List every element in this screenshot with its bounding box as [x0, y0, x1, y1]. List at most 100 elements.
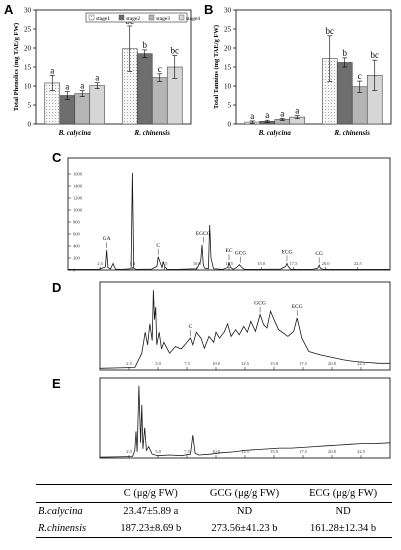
x-tick-label: 17.5: [299, 361, 308, 366]
y-tick-label: 1200: [73, 196, 83, 201]
bar: [336, 62, 353, 125]
x-tick-label: 12.5: [241, 361, 250, 366]
x-tick-label: 7.5: [184, 361, 190, 366]
y-tick-label: 15: [224, 64, 232, 72]
significance-letter: bc: [371, 50, 380, 60]
legend-swatch: [118, 14, 125, 21]
category-label: R. chinensis: [134, 129, 171, 137]
significance-letter: b: [343, 48, 348, 58]
legend-swatch: [88, 14, 95, 21]
peak-label: EGCG: [196, 231, 211, 237]
y-tick-label: 0: [73, 268, 76, 273]
y-tick-label: 5: [28, 102, 32, 110]
x-tick-label: 20.0: [322, 261, 331, 266]
legend-swatch: [178, 14, 185, 21]
x-tick-label: 2.5: [126, 361, 132, 366]
x-tick-label: 2.5: [126, 449, 132, 454]
significance-letter: b: [143, 40, 148, 50]
significance-letter: a: [250, 111, 254, 121]
x-tick-label: 15.0: [270, 361, 279, 366]
table-f: C (μg/g FW) GCG (μg/g FW) ECG (μg/g FW) …: [36, 484, 392, 538]
x-tick-label: 17.5: [289, 261, 298, 266]
legend-box: [85, 12, 188, 23]
y-tick-label: 10: [224, 83, 232, 91]
category-label: B. calycina: [58, 129, 92, 137]
legend-swatch: [148, 14, 155, 21]
panel-label-c: C: [52, 150, 62, 165]
y-tick-label: 1000: [73, 208, 83, 213]
y-tick-label: 600: [73, 232, 81, 237]
table-cell: 187.23±8.69 b: [106, 520, 195, 538]
table-cell: B.calycina: [38, 506, 83, 517]
y-tick-label: 15: [24, 64, 32, 72]
table-header-cell: C (μg/g FW): [106, 484, 195, 503]
table-cell: ND: [236, 506, 253, 517]
x-tick-label: 12.5: [241, 449, 250, 454]
peak-label: EC: [225, 248, 232, 254]
x-tick-label: 5.0: [155, 449, 161, 454]
panel-label-f: F: [20, 478, 28, 480]
y-tick-label: 1400: [73, 184, 83, 189]
y-tick-label: 0: [28, 121, 32, 129]
significance-letter: c: [358, 71, 362, 81]
x-tick-label: 20.0: [328, 449, 337, 454]
x-tick-label: 7.5: [184, 449, 190, 454]
y-tick-label: 20: [24, 45, 32, 53]
bar: [151, 77, 168, 125]
peak-label: C: [189, 324, 193, 330]
x-tick-label: 22.5: [357, 361, 366, 366]
x-tick-label: 2.5: [97, 261, 103, 266]
chromatogram-trace: [99, 385, 391, 458]
panel-label-e: E: [52, 376, 61, 391]
y-tick-label: 0: [228, 121, 232, 129]
chromatogram-trace: [99, 290, 390, 369]
category-label: B. calycina: [258, 129, 292, 137]
table-header-cell: [36, 484, 107, 503]
x-tick-label: 10.0: [193, 261, 202, 266]
y-tick-label: 20: [224, 45, 232, 53]
legend-label: stage1: [96, 16, 110, 22]
significance-letter: c: [158, 64, 162, 74]
legend-label: stage4: [186, 16, 200, 22]
bar: [74, 93, 91, 125]
peak-label: GCG: [254, 301, 266, 307]
significance-letter: a: [80, 81, 84, 91]
significance-letter: a: [65, 82, 69, 92]
x-tick-label: 15.0: [270, 449, 279, 454]
peak-label: CG: [315, 251, 323, 257]
x-tick-label: 5.0: [130, 261, 136, 266]
significance-letter: a: [95, 73, 99, 83]
table-cell: ND: [335, 506, 351, 517]
bar: [89, 85, 106, 125]
y-tick-label: 400: [73, 244, 81, 249]
y-axis-label: Total Phenolics (mg TAE/g FW): [13, 23, 20, 111]
legend-label: stage2: [126, 16, 140, 22]
table-row: R.chinensis 187.23±8.69 b 273.56±41.23 b…: [36, 520, 392, 538]
significance-letter: bc: [171, 46, 180, 56]
panel-label-d: D: [52, 280, 61, 295]
legend-label: stage3: [156, 16, 170, 22]
y-tick-label: 25: [224, 26, 232, 34]
y-axis-label: Total Tannins (mg TAE/g FW): [213, 25, 220, 109]
significance-letter: a: [295, 106, 299, 116]
table-cell: 23.47±5.89 a: [123, 506, 179, 517]
x-tick-label: 10.0: [212, 361, 221, 366]
y-tick-label: 30: [24, 7, 32, 15]
peak-label: GA: [103, 236, 111, 242]
y-tick-label: 10: [24, 83, 32, 91]
y-tick-label: 200: [73, 256, 81, 261]
x-tick-label: 20.0: [328, 361, 337, 366]
table-cell: 273.56±41.23 b: [194, 520, 295, 538]
plot-frame: [99, 281, 391, 371]
y-tick-label: 25: [24, 26, 32, 34]
table-header-row: C (μg/g FW) GCG (μg/g FW) ECG (μg/g FW): [36, 484, 392, 503]
x-tick-label: 22.5: [357, 449, 366, 454]
y-tick-label: 5: [228, 102, 232, 110]
table-header-cell: GCG (μg/g FW): [194, 484, 295, 503]
significance-letter: a: [280, 108, 284, 118]
table-cell: R.chinensis: [36, 520, 107, 538]
y-tick-label: 30: [224, 7, 232, 15]
x-tick-label: 5.0: [155, 361, 161, 366]
x-tick-label: 10.0: [212, 449, 221, 454]
